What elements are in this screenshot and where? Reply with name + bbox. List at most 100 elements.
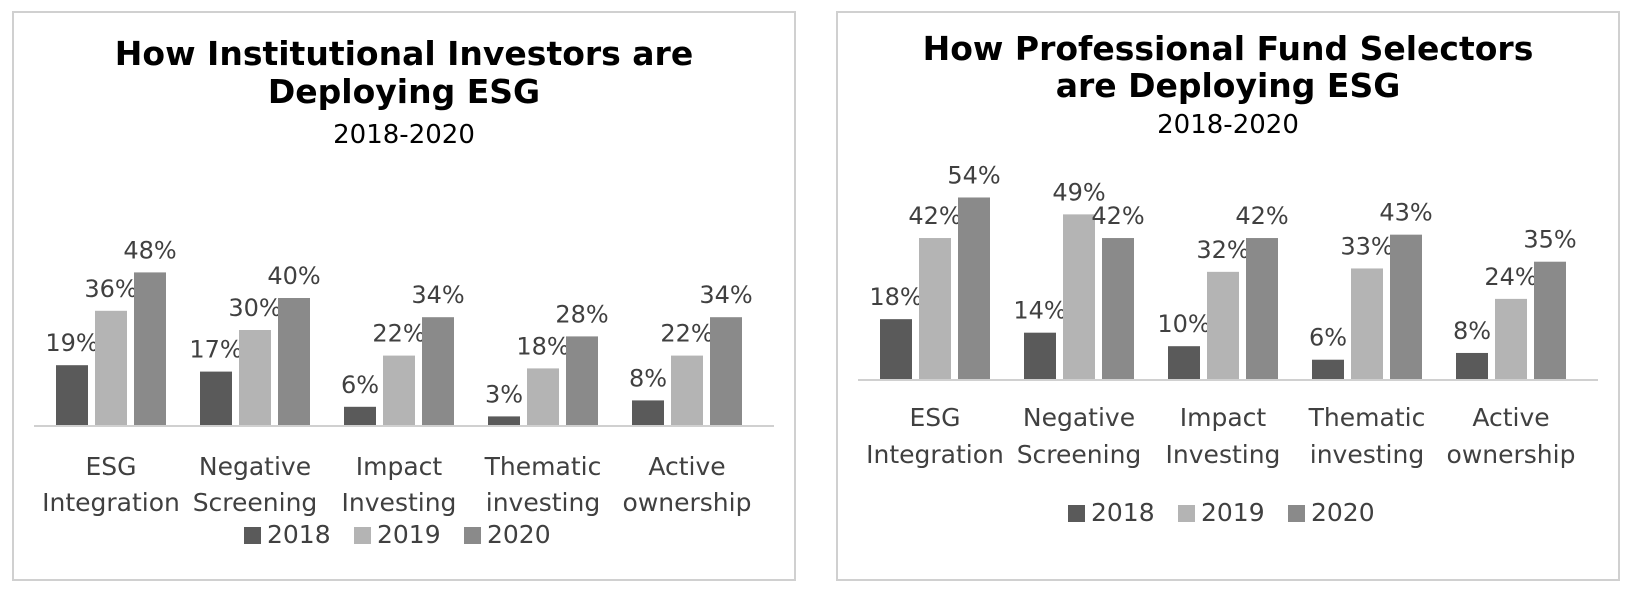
legend-swatch-2019 <box>1178 505 1195 522</box>
chart-title-line: Deploying ESG <box>268 72 540 111</box>
data-label: 43% <box>1379 199 1432 227</box>
bar-2020-2 <box>422 317 454 426</box>
category-tick-label: Integration <box>42 488 180 517</box>
legend-swatch-2018 <box>244 527 261 544</box>
data-label: 40% <box>267 262 320 290</box>
chart-title-line: How Professional Fund Selectors <box>923 29 1534 68</box>
data-label: 18% <box>516 332 569 360</box>
bar-2018-4 <box>1456 352 1488 380</box>
bar-2020-4 <box>710 317 742 426</box>
data-label: 8% <box>629 364 667 392</box>
data-label: 22% <box>660 320 713 348</box>
legend-swatch-2019 <box>354 527 371 544</box>
data-label: 32% <box>1196 236 1249 264</box>
bar-2019-4 <box>671 355 703 426</box>
legend-label: 2020 <box>487 520 551 549</box>
bar-2019-0 <box>919 238 951 380</box>
data-label: 33% <box>1340 232 1393 260</box>
category-tick-label: Thematic <box>484 452 602 481</box>
data-label: 49% <box>1052 178 1105 206</box>
data-label: 35% <box>1523 226 1576 254</box>
bar-2019-1 <box>239 330 271 426</box>
chart-title-line: How Institutional Investors are <box>115 34 693 73</box>
legend-swatch-2020 <box>1288 505 1305 522</box>
category-tick-label: ownership <box>1447 440 1576 469</box>
category-tick-label: Thematic <box>1308 403 1426 432</box>
category-tick-label: Impact <box>356 452 443 481</box>
bar-2018-2 <box>344 406 376 426</box>
legend-label: 2018 <box>267 520 331 549</box>
category-tick-label: Active <box>1472 403 1549 432</box>
data-label: 48% <box>123 236 176 264</box>
data-label: 42% <box>1235 202 1288 230</box>
legend-label: 2020 <box>1311 498 1375 527</box>
data-label: 8% <box>1453 317 1491 345</box>
bar-2019-2 <box>383 355 415 426</box>
bar-2018-4 <box>632 400 664 426</box>
legend-label: 2019 <box>377 520 441 549</box>
data-label: 6% <box>1309 324 1347 352</box>
category-tick-label: ownership <box>623 488 752 517</box>
data-label: 30% <box>228 294 281 322</box>
data-label: 3% <box>485 380 523 408</box>
bar-2020-3 <box>566 336 598 426</box>
bar-2019-3 <box>1351 268 1383 380</box>
bar-2020-0 <box>134 272 166 426</box>
category-tick-label: investing <box>1310 440 1424 469</box>
bar-2020-0 <box>958 197 990 380</box>
data-label: 10% <box>1157 310 1210 338</box>
data-label: 28% <box>555 300 608 328</box>
bar-2019-0 <box>95 310 127 426</box>
category-tick-label: Impact <box>1180 403 1267 432</box>
data-label: 54% <box>947 161 1000 189</box>
bar-2018-1 <box>200 371 232 426</box>
chart-subtitle: 2018-2020 <box>1157 110 1299 140</box>
category-tick-label: Investing <box>1166 440 1281 469</box>
chart-panel-fund-selectors: How Professional Fund Selectors are Deplo… <box>836 11 1620 581</box>
data-label: 42% <box>908 202 961 230</box>
bar-2019-1 <box>1063 214 1095 380</box>
chart-panel-institutional: How Institutional Investors are Deploying… <box>12 11 796 581</box>
bar-2020-2 <box>1246 238 1278 380</box>
data-label: 6% <box>341 371 379 399</box>
data-label: 42% <box>1091 202 1144 230</box>
category-tick-label: Screening <box>193 488 318 517</box>
bar-2018-3 <box>488 416 520 426</box>
data-label: 18% <box>869 283 922 311</box>
legend-swatch-2020 <box>464 527 481 544</box>
chart-title-line: are Deploying ESG <box>1056 66 1401 105</box>
category-tick-label: Integration <box>866 440 1004 469</box>
bar-2019-3 <box>527 368 559 426</box>
data-label: 34% <box>411 281 464 309</box>
bar-2020-3 <box>1390 234 1422 380</box>
category-tick-label: investing <box>486 488 600 517</box>
data-label: 17% <box>189 336 242 364</box>
bar-2020-4 <box>1534 261 1566 380</box>
category-tick-label: Screening <box>1017 440 1142 469</box>
category-tick-label: Negative <box>199 452 311 481</box>
data-label: 22% <box>372 320 425 348</box>
legend-label: 2019 <box>1201 498 1265 527</box>
bar-2018-1 <box>1024 332 1056 380</box>
data-label: 19% <box>45 329 98 357</box>
category-tick-label: Active <box>648 452 725 481</box>
bar-2020-1 <box>278 298 310 426</box>
data-label: 14% <box>1013 297 1066 325</box>
data-label: 24% <box>1484 263 1537 291</box>
bar-2020-1 <box>1102 238 1134 380</box>
category-tick-label: ESG <box>85 452 136 481</box>
category-tick-label: ESG <box>909 403 960 432</box>
bar-2018-0 <box>56 365 88 426</box>
bar-2019-2 <box>1207 271 1239 380</box>
legend-swatch-2018 <box>1068 505 1085 522</box>
legend-label: 2018 <box>1091 498 1155 527</box>
bar-2018-0 <box>880 319 912 380</box>
category-tick-label: Negative <box>1023 403 1135 432</box>
bar-2018-2 <box>1168 346 1200 380</box>
chart-institutional-investors: How Institutional Investors areDeploying… <box>34 34 774 549</box>
chart-subtitle: 2018-2020 <box>333 120 475 150</box>
bar-2018-3 <box>1312 359 1344 380</box>
category-tick-label: Investing <box>342 488 457 517</box>
bar-2019-4 <box>1495 298 1527 380</box>
